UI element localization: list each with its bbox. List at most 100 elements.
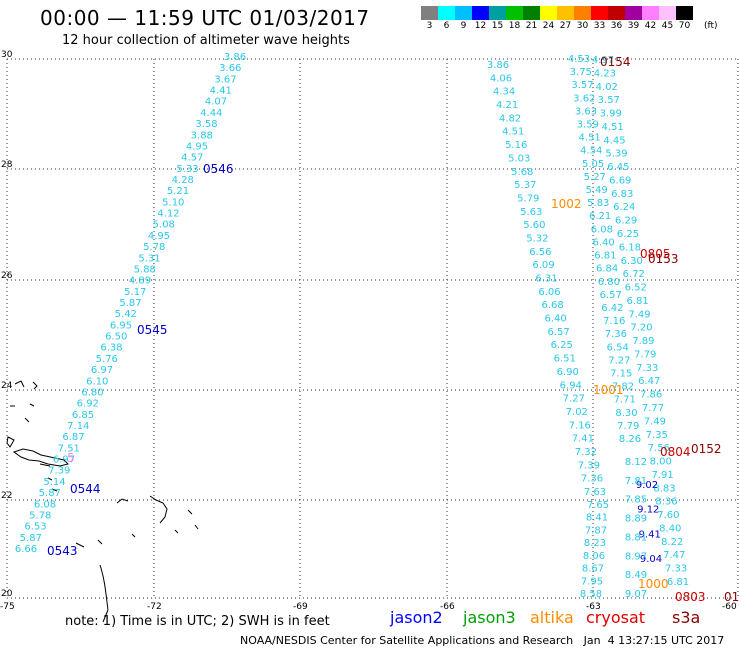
legend-label: 12 (474, 21, 487, 31)
wave-height-value: 5.60 (523, 220, 545, 231)
legend-label: 45 (661, 21, 674, 31)
legend-swatch (574, 6, 591, 20)
wave-height-value: 8.89 (625, 514, 647, 525)
wave-height-value: 6.83 (611, 189, 633, 200)
wave-height-value: 4.57 (181, 153, 203, 164)
color-legend-labels: 3 6 9 12 15 18 21 24 27 30 33 36 39 42 45 70 (421, 21, 693, 31)
latitude-label: 24 (1, 381, 13, 391)
wave-height-value: 3.99 (600, 109, 622, 120)
legend-label: 9 (460, 21, 467, 31)
wave-height-value: 8.41 (586, 513, 608, 524)
wave-height-value: 4.95 (186, 142, 208, 153)
satellite-s3a: s3a (672, 608, 701, 627)
legend-swatch (625, 6, 642, 20)
axis-labels: 30 28 26 24 22 20 -75 -72 -69 -66 -63 -60 (0, 50, 737, 612)
latitude-label: 30 (1, 50, 13, 60)
pass-time-label: 1000 (638, 577, 669, 591)
wave-height-value: 3.86 (487, 60, 509, 71)
wave-height-value: 8.06 (583, 551, 605, 562)
wave-height-value: 6.66 (15, 544, 37, 555)
pass-time-label: 0804 (660, 445, 691, 459)
wave-height-value: 7.89 (632, 336, 654, 347)
longitude-label: -63 (586, 602, 601, 612)
legend-swatch (540, 6, 557, 20)
wave-height-value: 5.21 (167, 186, 189, 197)
legend-label: 70 (678, 21, 691, 31)
wave-height-value: 6.45 (607, 162, 629, 173)
wave-height-value: 6.29 (615, 216, 637, 227)
pass-time-label: 01 (724, 590, 739, 604)
chart-title: 00:00 — 11:59 UTC 01/03/2017 (40, 6, 370, 30)
wave-height-value: 6.08 (591, 224, 613, 235)
wave-height-value: 8.26 (619, 434, 641, 445)
wave-height-value: 5.33 (176, 164, 198, 175)
wave-height-value: 7.27 (608, 355, 630, 366)
wave-height-value: 5.88 (134, 265, 156, 276)
wave-height-value: 6.72 (623, 269, 645, 280)
wave-height-value: 7.51 (58, 443, 80, 454)
wave-height-value: 6.81 (667, 577, 689, 588)
wave-height-value: 7.16 (603, 316, 625, 327)
wave-height-value: 6.50 (105, 332, 127, 343)
wave-height-value: 4.95 (148, 231, 170, 242)
wave-height-value: 6.87 (62, 432, 84, 443)
wave-height-value: 7.49 (628, 309, 650, 320)
chart-subtitle: 12 hour collection of altimeter wave hei… (62, 33, 350, 48)
coastline (6, 380, 199, 623)
wave-height-value: 4.44 (200, 108, 222, 119)
wave-height-value: 5.03 (508, 153, 530, 164)
wave-height-value: 4.34 (493, 87, 515, 98)
wave-height-value: 6.25 (551, 340, 573, 351)
wave-height-value: 6.69 (609, 176, 631, 187)
wave-height-value: 4.89 (129, 276, 151, 287)
wave-height-value: 6.30 (621, 256, 643, 267)
wave-height-value: 5.87 (20, 533, 42, 544)
wave-height-value: 3.86 (224, 52, 246, 63)
wave-height-value: 5.14 (43, 477, 65, 488)
pass-time-label: 0805 (640, 247, 671, 261)
wave-height-value: 7.14 (67, 421, 89, 432)
wave-height-value: 7.36 (581, 474, 603, 485)
legend-unit: (ft) (704, 21, 718, 31)
legend-label: 21 (525, 21, 538, 31)
wave-height-value: 6.42 (601, 303, 623, 314)
wave-height-value: 6.84 (596, 264, 618, 275)
legend-swatch (659, 6, 676, 20)
wave-height-value: 6.80 (598, 277, 620, 288)
wave-height-value: 6.52 (625, 283, 647, 294)
wave-height-value: 7.36 (605, 329, 627, 340)
wave-height-value: 5.39 (605, 149, 627, 160)
wave-height-value: 7.60 (657, 510, 679, 521)
wave-height-value: 7.15 (610, 369, 632, 380)
wave-height-value: 6.06 (538, 287, 560, 298)
wave-height-value: 6.18 (619, 242, 641, 253)
wave-height-value: 3.66 (219, 63, 241, 74)
wave-height-value: 7.47 (663, 550, 685, 561)
wave-height-value: 3.75 (570, 67, 592, 78)
wave-height-value: 6.68 (541, 300, 563, 311)
wave-height-value: 6.85 (72, 410, 94, 421)
legend-label: 33 (593, 21, 606, 31)
wave-height-value: 3.59 (577, 120, 599, 131)
wave-height-value: 5.79 (517, 193, 539, 204)
wave-height-value: 6.94 (560, 380, 582, 391)
wave-height-value: 4.51 (502, 127, 524, 138)
wave-height-value: 7.82 (612, 382, 634, 393)
pass-time-label: 0543 (47, 544, 78, 558)
wave-height-value: 8.00 (650, 457, 672, 468)
wave-height-value: 5.83 (587, 198, 609, 209)
wave-height-value: 7.79 (634, 350, 656, 361)
longitude-label: -72 (147, 602, 162, 612)
wave-height-value: 8.23 (584, 538, 606, 549)
latitude-label: 26 (1, 271, 13, 281)
wave-height-value: 9.12 (637, 505, 659, 516)
legend-swatch (455, 6, 472, 20)
note-text: note: 1) Time is in UTC; 2) SWH is in fe… (65, 614, 330, 629)
latitude-label: 22 (1, 491, 12, 501)
wave-height-value: 7.39 (48, 466, 70, 477)
longitude-label: -75 (0, 602, 15, 612)
wave-height-value: 5.31 (138, 253, 160, 264)
wave-height-value: 8.40 (659, 524, 681, 535)
wave-height-value: 8.83 (653, 483, 675, 494)
